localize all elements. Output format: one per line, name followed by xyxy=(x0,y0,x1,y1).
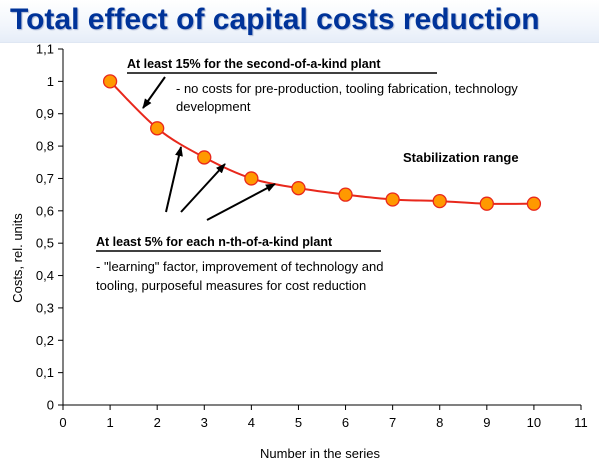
y-tick-label: 1,1 xyxy=(36,42,54,57)
y-ticks: 0 0,1 0,2 0,3 0,4 0,5 0,6 0,7 0,8 0,9 1 1,1 xyxy=(36,42,63,413)
y-tick-label: 0 xyxy=(47,398,54,413)
x-tick-label: 11 xyxy=(574,415,588,430)
data-point-1 xyxy=(102,74,118,89)
x-tick-label: 1 xyxy=(106,415,113,430)
annotation-second-kind-heading: At least 15% for the second-of-a-kind pl… xyxy=(127,57,381,71)
x-tick-label: 4 xyxy=(248,415,255,430)
annotation-stabilization: Stabilization range xyxy=(403,150,519,165)
y-tick-label: 0,3 xyxy=(36,300,54,315)
x-tick-label: 3 xyxy=(201,415,208,430)
markers xyxy=(102,74,542,211)
chart-title: Total effect of capital costs reduction xyxy=(10,3,540,36)
annotation-nth-kind: At least 5% for each n-th-of-a-kind plan… xyxy=(96,235,383,293)
data-point-2 xyxy=(150,121,165,136)
data-point-8 xyxy=(432,193,447,209)
annotation-nth-kind-heading: At least 5% for each n-th-of-a-kind plan… xyxy=(96,235,333,249)
annotation-second-kind: At least 15% for the second-of-a-kind pl… xyxy=(127,57,518,114)
axes: 0 1 2 3 4 5 6 7 8 9 10 11 0 0,1 0,2 0,3 0,4 0,5 0,6 0,7 0,8… xyxy=(36,42,588,431)
data-point-7 xyxy=(385,192,400,207)
y-tick-label: 0,4 xyxy=(36,268,54,283)
x-tick-label: 5 xyxy=(295,415,302,430)
data-point-5 xyxy=(291,181,306,196)
annotation-nth-kind-line2: tooling, purposeful measures for cost re… xyxy=(96,278,366,293)
data-point-6 xyxy=(338,187,353,202)
series-line xyxy=(109,80,534,205)
title-bar: Total effect of capital costs reduction xyxy=(0,0,599,43)
y-axis-title: Costs, rel. units xyxy=(10,213,25,303)
data-point-4 xyxy=(244,171,259,186)
x-ticks: 0 1 2 3 4 5 6 7 8 9 10 11 xyxy=(59,405,588,430)
arrow-nth-kind-2 xyxy=(180,163,226,213)
x-tick-label: 2 xyxy=(154,415,161,430)
annotation-second-kind-line2: development xyxy=(176,99,251,114)
annotation-second-kind-line1: - no costs for pre-production, tooling f… xyxy=(176,81,518,96)
x-tick-label: 9 xyxy=(483,415,490,430)
x-tick-label: 6 xyxy=(342,415,349,430)
y-tick-label: 0,8 xyxy=(36,139,54,154)
y-tick-label: 1 xyxy=(47,74,54,89)
data-point-10 xyxy=(526,196,542,211)
annotation-nth-kind-line1: - "learning" factor, improvement of tech… xyxy=(96,259,383,274)
y-tick-label: 0,1 xyxy=(36,365,54,380)
y-tick-label: 0,2 xyxy=(36,333,54,348)
plot-area xyxy=(102,74,542,211)
data-point-9 xyxy=(479,196,494,211)
y-tick-label: 0,5 xyxy=(36,236,54,251)
arrow-nth-kind-1 xyxy=(165,146,183,213)
arrow-nth-kind-3 xyxy=(206,183,276,221)
data-point-3 xyxy=(197,150,212,165)
y-tick-label: 0,7 xyxy=(36,171,54,186)
x-tick-label: 10 xyxy=(527,415,541,430)
y-tick-label: 0,9 xyxy=(36,106,54,121)
x-axis-title: Number in the series xyxy=(260,446,380,461)
x-tick-label: 0 xyxy=(59,415,66,430)
x-tick-label: 8 xyxy=(436,415,443,430)
y-tick-label: 0,6 xyxy=(36,203,54,218)
x-tick-label: 7 xyxy=(389,415,396,430)
arrow-second-kind xyxy=(142,76,166,109)
